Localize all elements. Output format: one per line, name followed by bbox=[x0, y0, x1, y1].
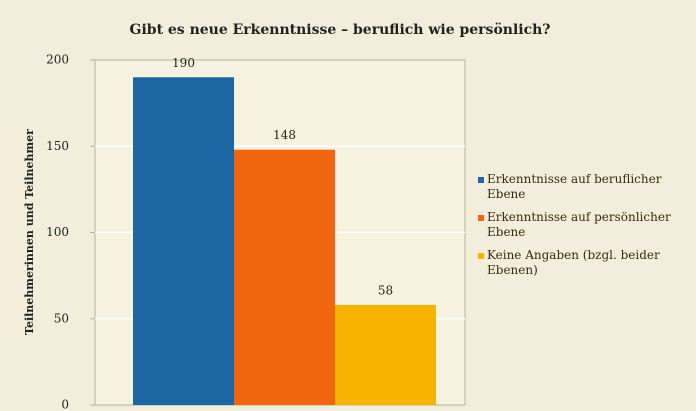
legend-item: Erkenntnisse auf persönlicher Ebene bbox=[478, 210, 690, 240]
legend: Erkenntnisse auf beruflicher Ebene Erkenn… bbox=[478, 172, 690, 286]
chart-title: Gibt es neue Erkenntnisse – beruflich wi… bbox=[130, 22, 551, 38]
data-label: 58 bbox=[378, 283, 393, 297]
legend-swatch bbox=[478, 215, 484, 221]
legend-item: Erkenntnisse auf beruflicher Ebene bbox=[478, 172, 690, 202]
y-tick-label: 150 bbox=[46, 139, 69, 153]
y-axis-label: Teilnehmerinnen und Teilnehmer bbox=[23, 129, 36, 335]
legend-label: Erkenntnisse auf persönlicher Ebene bbox=[487, 210, 671, 239]
legend-label: Erkenntnisse auf beruflicher Ebene bbox=[487, 172, 662, 201]
y-tick-label: 200 bbox=[46, 53, 69, 67]
y-tick-label: 50 bbox=[54, 311, 69, 325]
bar bbox=[133, 77, 234, 405]
bar bbox=[234, 149, 335, 405]
y-tick-label: 100 bbox=[46, 225, 69, 239]
legend-swatch bbox=[478, 177, 484, 183]
data-label: 148 bbox=[273, 128, 296, 142]
data-label: 190 bbox=[172, 56, 195, 70]
y-tick-label: 0 bbox=[61, 398, 69, 411]
bar bbox=[335, 304, 436, 405]
legend-item: Keine Angaben (bzgl. beider Ebenen) bbox=[478, 248, 690, 278]
legend-label: Keine Angaben (bzgl. beider Ebenen) bbox=[487, 248, 660, 277]
legend-swatch bbox=[478, 253, 484, 259]
